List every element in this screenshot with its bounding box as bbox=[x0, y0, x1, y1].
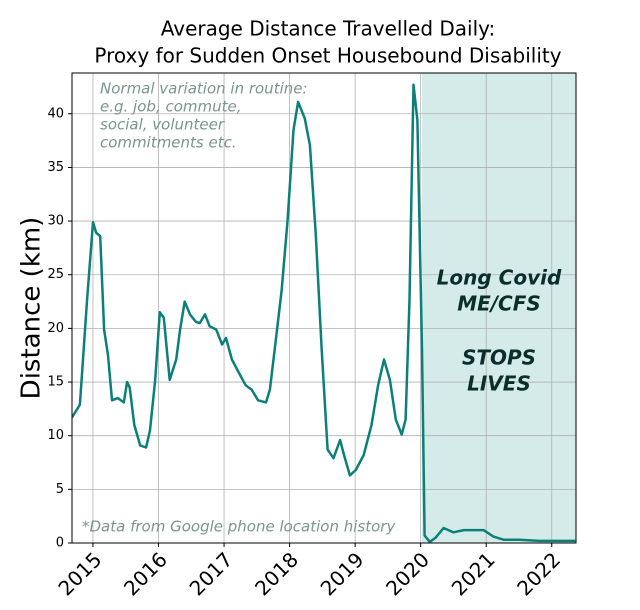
x-tick-label: 2017 bbox=[185, 547, 238, 600]
axes-frame bbox=[71, 72, 577, 544]
x-tick-label: 2020 bbox=[381, 547, 434, 600]
annotation: social, volunteer bbox=[100, 116, 225, 134]
y-tick-label: 0 bbox=[56, 536, 64, 551]
plot-area bbox=[72, 73, 576, 544]
footnote: *Data from Google phone location history bbox=[82, 518, 396, 536]
annotation: LIVES bbox=[467, 372, 531, 396]
annotation: Long Covid bbox=[437, 266, 562, 290]
y-axis-label: Distance (km) bbox=[17, 217, 47, 400]
y-tick-label: 20 bbox=[47, 321, 64, 336]
chart-title: Proxy for Sudden Onset Housebound Disabi… bbox=[94, 44, 561, 68]
x-tick-label: 2021 bbox=[447, 547, 500, 600]
x-tick-label: 2015 bbox=[53, 547, 106, 600]
y-tick-label: 5 bbox=[56, 482, 64, 497]
y-tick-label: 30 bbox=[47, 214, 64, 229]
y-tick-label: 10 bbox=[47, 428, 64, 443]
x-tick-label: 2022 bbox=[512, 547, 565, 600]
x-tick-label: 2016 bbox=[119, 547, 172, 600]
annotation: STOPS bbox=[462, 346, 536, 370]
x-tick-label: 2018 bbox=[250, 547, 303, 600]
annotation: ME/CFS bbox=[457, 292, 541, 316]
chart-title: Average Distance Travelled Daily: bbox=[161, 17, 496, 41]
line bbox=[72, 83, 576, 543]
y-tick-label: 15 bbox=[47, 375, 64, 390]
y-tick-label: 40 bbox=[47, 106, 64, 121]
y-tick-label: 25 bbox=[47, 267, 64, 282]
y-tick-label: 35 bbox=[47, 160, 64, 175]
annotation: commitments etc. bbox=[100, 134, 237, 152]
shaded-region bbox=[421, 73, 576, 543]
annotation: Normal variation in routine: bbox=[100, 80, 308, 98]
annotation: e.g. job, commute, bbox=[100, 98, 242, 116]
x-tick-label: 2019 bbox=[316, 547, 369, 600]
